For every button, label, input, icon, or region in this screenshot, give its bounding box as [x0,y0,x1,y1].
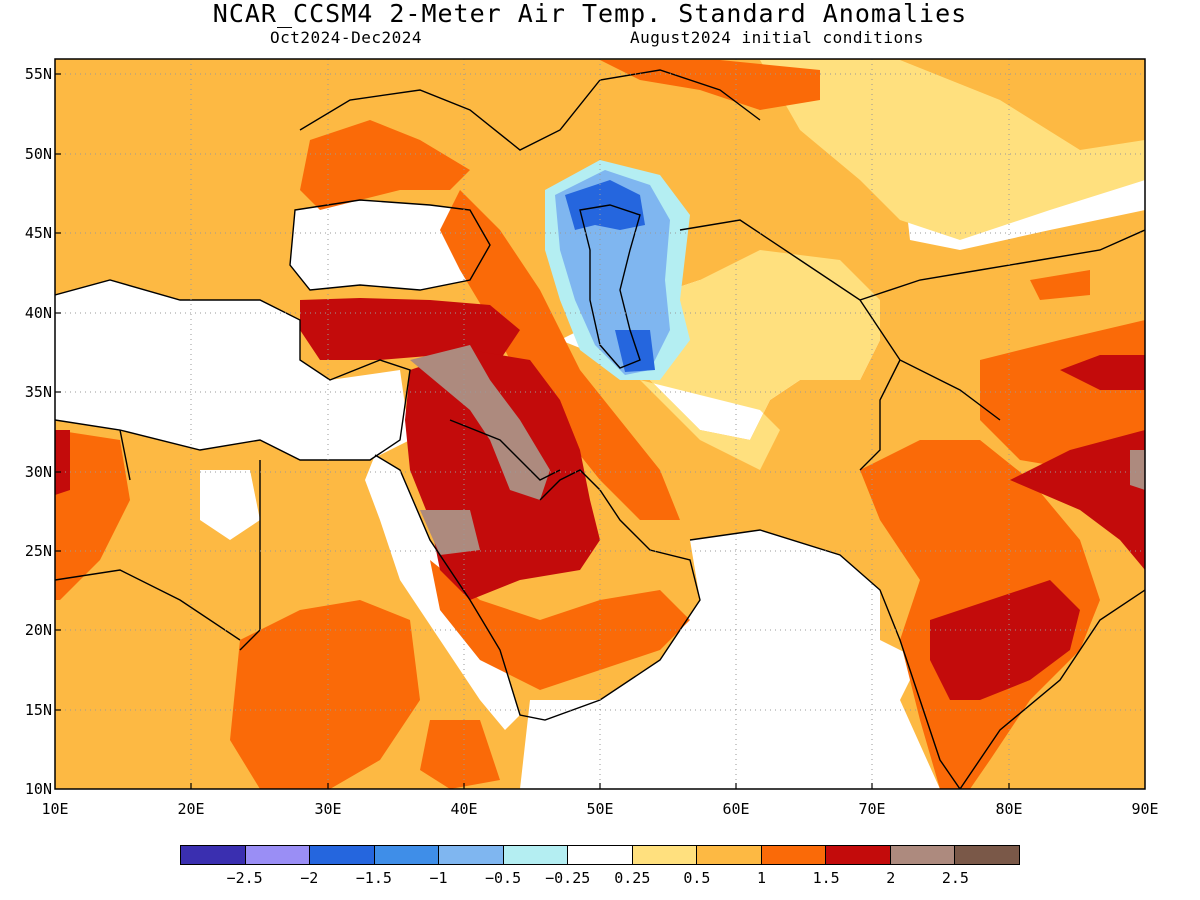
colorbar-swatch [697,846,762,864]
anomaly-region-very-strong-ganges [1010,430,1145,570]
lat-label-20n: 20N [24,621,52,639]
anomaly-region-extreme-india [1130,450,1145,490]
lon-label-80e: 80E [995,800,1023,818]
colorbar-label: −0.25 [545,869,591,887]
colorbar [180,845,1020,865]
colorbar-swatch [890,846,956,864]
colorbar-swatch [826,846,891,864]
lat-label-15n: 15N [24,701,52,719]
colorbar-label: −2 [300,869,319,887]
colorbar-swatch [503,846,569,864]
colorbar-label: −1 [429,869,448,887]
lon-label-90e: 90E [1131,800,1159,818]
anomaly-region-very-strong-africa [55,430,70,495]
forecast-period: Oct2024-Dec2024 [270,28,422,47]
neutral-mediterranean [55,280,410,460]
lon-label-10e: 10E [41,800,69,818]
lon-label-60e: 60E [722,800,750,818]
neutral-arabian-sea [520,530,940,789]
colorbar-label: −2.5 [226,869,263,887]
colorbar-swatch [181,846,246,864]
lon-label-40e: 40E [450,800,478,818]
colorbar-swatch [568,846,633,864]
colorbar-swatch [761,846,827,864]
anomaly-region-strong-kazakh [1030,270,1090,300]
colorbar-label: 1 [757,869,767,887]
anomaly-region-very-strong-india [930,580,1080,700]
axis-ticks [55,73,1010,789]
anomaly-region-weak-north [760,60,1145,240]
lon-label-70e: 70E [858,800,886,818]
lat-label-50n: 50N [24,145,52,163]
initial-conditions: August2024 initial conditions [630,28,924,47]
lat-label-45n: 45N [24,224,52,242]
gridlines [55,59,1145,789]
anomaly-region-strong-arabia [430,560,690,690]
colorbar-swatch [310,846,375,864]
anomaly-region-extreme-syria [410,345,550,500]
colorbar-swatch [374,846,440,864]
anomaly-region-very-strong-turkey [300,298,520,360]
lat-label-25n: 25N [24,542,52,560]
anomaly-region-very-strong-tibet [1060,355,1145,390]
lon-label-30e: 30E [314,800,342,818]
neutral-black-sea [290,200,490,290]
colorbar-label: 2.5 [941,869,969,887]
coastlines [55,69,1145,789]
colorbar-label: −1.5 [355,869,392,887]
neutral-north-africa-pocket [200,470,260,540]
colorbar-swatch [439,846,504,864]
colorbar-label: 2 [886,869,896,887]
lat-label-35n: 35N [24,383,52,401]
anomaly-region-negative-strong [565,180,655,372]
lat-label-40n: 40N [24,304,52,322]
colorbar-swatch [955,846,1019,864]
lon-label-20e: 20E [177,800,205,818]
anomaly-region-strong-mideast [440,190,680,520]
lon-label-50e: 50E [586,800,614,818]
anomaly-region-extreme-saudi [420,510,480,555]
lat-label-10n: 10N [24,780,52,798]
anomaly-region-strong-north [600,60,820,110]
colorbar-label: 1.5 [812,869,840,887]
anomaly-region-strong-africa [55,430,500,789]
colorbar-label: 0.5 [683,869,711,887]
lat-label-30n: 30N [24,463,52,481]
lat-label-55n: 55N [24,65,52,83]
colorbar-label: 0.25 [614,869,651,887]
colorbar-swatch [632,846,698,864]
chart-title: NCAR_CCSM4 2-Meter Air Temp. Standard An… [212,0,968,28]
colorbar-label: −0.5 [485,869,522,887]
anomaly-region-strong-europe [300,120,470,210]
colorbar-swatch [245,846,311,864]
